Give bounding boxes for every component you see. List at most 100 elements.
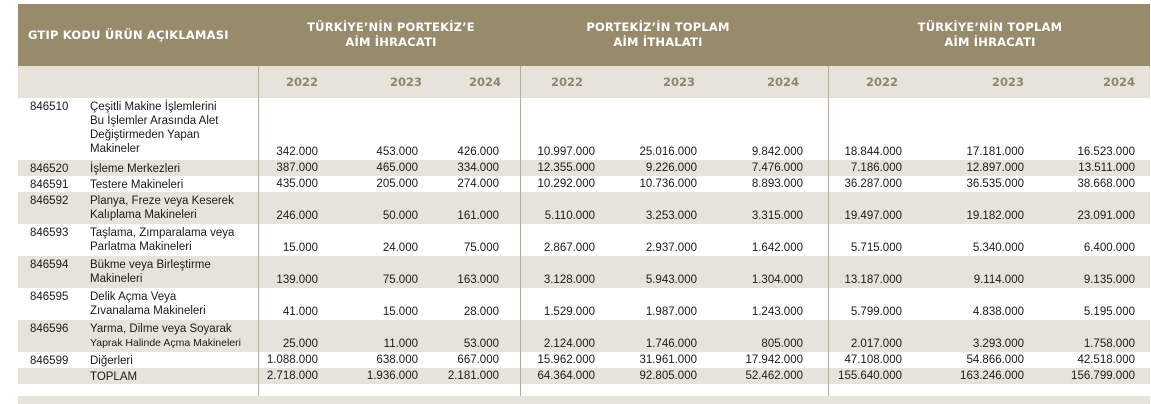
value-cell: 25.000 bbox=[282, 338, 318, 350]
value-cell: 5.110.000 bbox=[544, 210, 595, 222]
value-cell: 2.937.000 bbox=[645, 242, 697, 254]
value-cell: 2.017.000 bbox=[850, 338, 902, 350]
value-cell: 156.799.000 bbox=[1071, 370, 1135, 382]
table-footer-bar bbox=[18, 396, 1150, 404]
header-portugal-total-imports: PORTEKİZ’İN TOPLAM AİM İTHALATI bbox=[522, 4, 794, 66]
header-col1-label: GTIP KODU ÜRÜN AÇIKLAMASI bbox=[28, 27, 229, 42]
product-description: Testere Makineleri bbox=[90, 178, 260, 192]
table-row: 846510 Çeşitli Makine İşlemlerini Bu İşlem… bbox=[18, 98, 1150, 160]
value-cell: 2.718.000 bbox=[266, 370, 318, 382]
value-cell: 17.181.000 bbox=[966, 146, 1024, 158]
value-cell: 15.000 bbox=[282, 242, 318, 254]
description-line: Parlatma Makineleri bbox=[90, 241, 192, 253]
gtip-code: 846510 bbox=[30, 101, 69, 113]
description-line: Çeşitli Makine İşlemlerini bbox=[90, 101, 217, 113]
header-col3-line1: PORTEKİZ’İN TOPLAM bbox=[586, 20, 730, 34]
value-cell: 9.842.000 bbox=[751, 146, 803, 158]
description-line: Bükme veya Birleştirme bbox=[90, 259, 211, 271]
value-cell: 139.000 bbox=[276, 274, 318, 286]
year-label: 2023 bbox=[389, 75, 422, 89]
description-line: Değiştirmeden Yapan bbox=[90, 129, 200, 141]
value-cell: 465.000 bbox=[376, 162, 418, 174]
value-cell: 426.000 bbox=[457, 146, 499, 158]
column-divider bbox=[258, 66, 259, 396]
gtip-code: 846595 bbox=[30, 291, 69, 303]
header-col2-line2: AİM İHRACATI bbox=[345, 35, 437, 49]
value-cell: 1.529.000 bbox=[543, 306, 595, 318]
header-tr-exports-to-portugal: TÜRKİYE’NİN PORTEKİZ’E AİM İHRACATI bbox=[260, 4, 522, 66]
product-description: Çeşitli Makine İşlemlerini Bu İşlemler Ar… bbox=[90, 100, 260, 156]
value-cell: 15.000 bbox=[382, 306, 418, 318]
value-cell: 6.400.000 bbox=[1083, 242, 1135, 254]
value-cell: 11.000 bbox=[383, 338, 418, 350]
value-cell: 4.838.000 bbox=[972, 306, 1024, 318]
description-line: Testere Makineleri bbox=[90, 179, 184, 191]
product-description: İşleme Merkezleri bbox=[90, 162, 260, 176]
value-cell: 1.243.000 bbox=[751, 306, 803, 318]
gtip-code: 846592 bbox=[30, 195, 69, 207]
value-cell: 75.000 bbox=[382, 274, 418, 286]
gtip-code: 846593 bbox=[30, 227, 69, 239]
value-cell: 3.253.000 bbox=[645, 210, 697, 222]
value-cell: 805.000 bbox=[761, 338, 803, 350]
value-cell: 1.304.000 bbox=[751, 274, 803, 286]
value-cell: 274.000 bbox=[457, 178, 499, 190]
value-cell: 10.997.000 bbox=[537, 146, 595, 158]
description-line: Makineleri bbox=[90, 273, 143, 285]
description-line: Planya, Freze veya Keserek bbox=[90, 195, 234, 207]
gtip-code: 846591 bbox=[30, 179, 69, 191]
value-cell: 435.000 bbox=[276, 178, 318, 190]
table-body: 846510 Çeşitli Makine İşlemlerini Bu İşlem… bbox=[18, 98, 1150, 384]
product-description: Diğerleri bbox=[90, 354, 260, 368]
description-line: İşleme Merkezleri bbox=[90, 163, 181, 175]
value-cell: 18.844.000 bbox=[844, 146, 902, 158]
product-description: TOPLAM bbox=[90, 370, 260, 384]
value-cell: 7.476.000 bbox=[751, 162, 803, 174]
header-col2-line1: TÜRKİYE’NİN PORTEKİZ’E bbox=[307, 20, 475, 34]
column-divider bbox=[520, 66, 521, 396]
description-line: Yarma, Dilme veya Soyarak bbox=[90, 323, 232, 335]
description-line: Zıvanalama Makineleri bbox=[90, 305, 206, 317]
value-cell: 13.511.000 bbox=[1078, 162, 1135, 174]
header-col4-line1: TÜRKİYE’NİN TOPLAM bbox=[917, 20, 1063, 34]
value-cell: 1.936.000 bbox=[366, 370, 418, 382]
year-label: 2022 bbox=[865, 75, 898, 89]
value-cell: 163.246.000 bbox=[960, 370, 1024, 382]
value-cell: 12.355.000 bbox=[537, 162, 595, 174]
value-cell: 25.016.000 bbox=[639, 146, 697, 158]
table-row: 846520 İşleme Merkezleri 387.000 465.000 334… bbox=[18, 160, 1150, 176]
value-cell: 31.961.000 bbox=[639, 354, 697, 366]
year-label: 2024 bbox=[1102, 75, 1135, 89]
year-label: 2024 bbox=[468, 75, 501, 89]
table-row: 846595 Delik Açma Veya Zıvanalama Makinele… bbox=[18, 288, 1150, 320]
year-label: 2024 bbox=[766, 75, 799, 89]
value-cell: 1.746.000 bbox=[645, 338, 697, 350]
year-label: 2023 bbox=[662, 75, 695, 89]
value-cell: 667.000 bbox=[457, 354, 499, 366]
product-description: Bükme veya Birleştirme Makineleri bbox=[90, 258, 260, 286]
value-cell: 5.943.000 bbox=[645, 274, 697, 286]
value-cell: 41.000 bbox=[282, 306, 318, 318]
value-cell: 9.226.000 bbox=[645, 162, 697, 174]
table-row: 846599 Diğerleri 1.088.000 638.000 667.000 15… bbox=[18, 352, 1150, 368]
value-cell: 38.668.000 bbox=[1077, 178, 1135, 190]
value-cell: 3.128.000 bbox=[543, 274, 595, 286]
year-label: 2022 bbox=[285, 75, 318, 89]
value-cell: 2.867.000 bbox=[543, 242, 595, 254]
value-cell: 54.866.000 bbox=[966, 354, 1024, 366]
value-cell: 13.187.000 bbox=[844, 274, 902, 286]
value-cell: 12.897.000 bbox=[966, 162, 1024, 174]
header-tr-total-exports: TÜRKİYE’NİN TOPLAM AİM İHRACATI bbox=[830, 4, 1150, 66]
year-header-row: 2022 2023 2024 2022 2023 2024 2022 2023 2024 bbox=[18, 66, 1150, 98]
description-line: TOPLAM bbox=[90, 371, 138, 383]
description-line: Delik Açma Veya bbox=[90, 291, 177, 303]
value-cell: 23.091.000 bbox=[1077, 210, 1135, 222]
value-cell: 638.000 bbox=[376, 354, 418, 366]
table-row: 846592 Planya, Freze veya Keserek Kalıplam… bbox=[18, 192, 1150, 224]
value-cell: 163.000 bbox=[457, 274, 499, 286]
description-line: Diğerleri bbox=[90, 355, 133, 367]
year-label: 2022 bbox=[550, 75, 583, 89]
value-cell: 10.292.000 bbox=[537, 178, 595, 190]
value-cell: 17.942.000 bbox=[745, 354, 803, 366]
value-cell: 92.805.000 bbox=[639, 370, 697, 382]
